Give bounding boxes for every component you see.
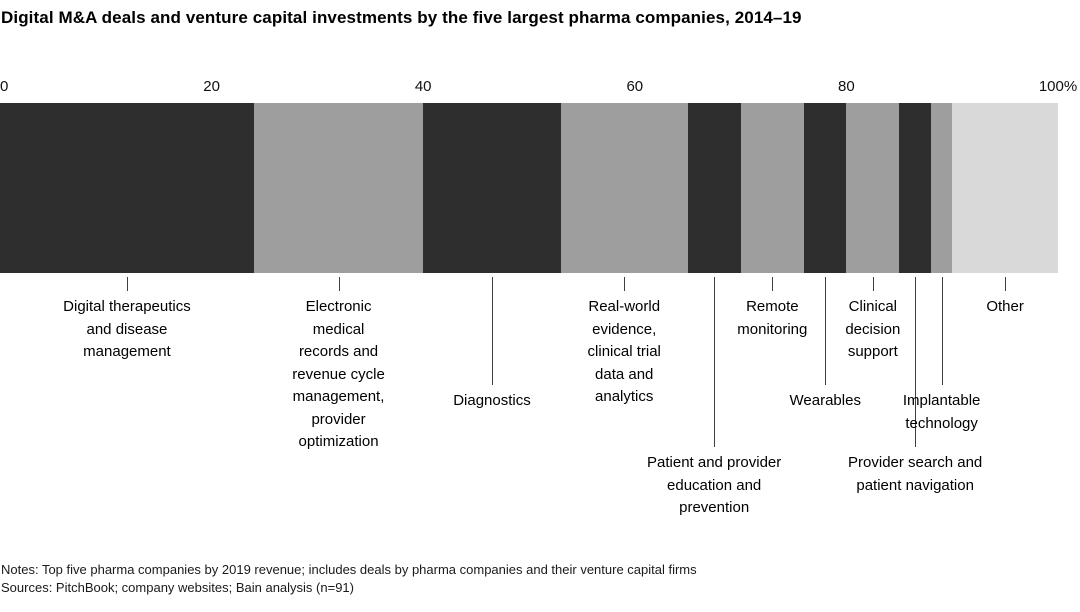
bar-segment — [899, 103, 932, 273]
segment-label: Patient and provider education and preve… — [647, 454, 782, 516]
axis-tick-label: 60 — [626, 78, 644, 95]
bar-segment — [423, 103, 561, 273]
leader-line — [941, 277, 943, 385]
bar-segment — [687, 103, 741, 273]
segment-label: Other — [986, 298, 1024, 315]
axis-tick-label: 100% — [1038, 78, 1078, 95]
sources-line: Sources: PitchBook; company websites; Ba… — [1, 580, 354, 595]
bar-segment — [931, 103, 953, 273]
axis-tick-label: 80 — [838, 78, 855, 95]
leader-line — [338, 277, 340, 291]
axis-tick-label: 0 — [0, 78, 9, 95]
segment-label: Implantable technology — [902, 392, 981, 432]
segment-label: Clinical decision support — [845, 298, 901, 360]
bar-segment — [740, 103, 805, 273]
segment-label: Diagnostics — [453, 392, 531, 409]
segment-label: Digital therapeutics and disease managem… — [63, 298, 191, 360]
page-title: Digital M&A deals and venture capital in… — [1, 8, 802, 27]
bar-segment — [560, 103, 688, 273]
stacked-bar — [0, 103, 1058, 273]
bar-segment — [804, 103, 847, 273]
leader-line — [126, 277, 128, 291]
leader-line — [491, 277, 493, 385]
leader-line — [772, 277, 774, 291]
axis-tick-label: 20 — [203, 78, 220, 95]
leader-line — [1005, 277, 1007, 291]
bar-segment — [846, 103, 900, 273]
segment-label: Remote monitoring — [737, 298, 808, 338]
notes-line: Notes: Top five pharma companies by 2019… — [1, 562, 697, 577]
leader-line — [872, 277, 874, 291]
segment-label: Provider search and patient navigation — [848, 454, 983, 494]
segment-label: Wearables — [789, 392, 861, 409]
leader-line — [915, 277, 917, 447]
leader-line — [714, 277, 716, 447]
bar-segment — [952, 103, 1058, 273]
bar-segment — [253, 103, 424, 273]
stacked-bar-chart: 0 20 40 60 80 100% Digital therapeutics and d… — [0, 78, 1077, 516]
leader-line — [825, 277, 827, 385]
axis-ticks: 0 20 40 60 80 100% — [0, 78, 1077, 98]
axis-tick-label: 40 — [414, 78, 432, 95]
bar-segment — [0, 103, 254, 273]
leader-line — [624, 277, 626, 291]
segment-label: Electronic medical records and revenue c… — [292, 298, 385, 450]
segment-label: Real-world evidence, clinical trial data… — [587, 298, 661, 405]
